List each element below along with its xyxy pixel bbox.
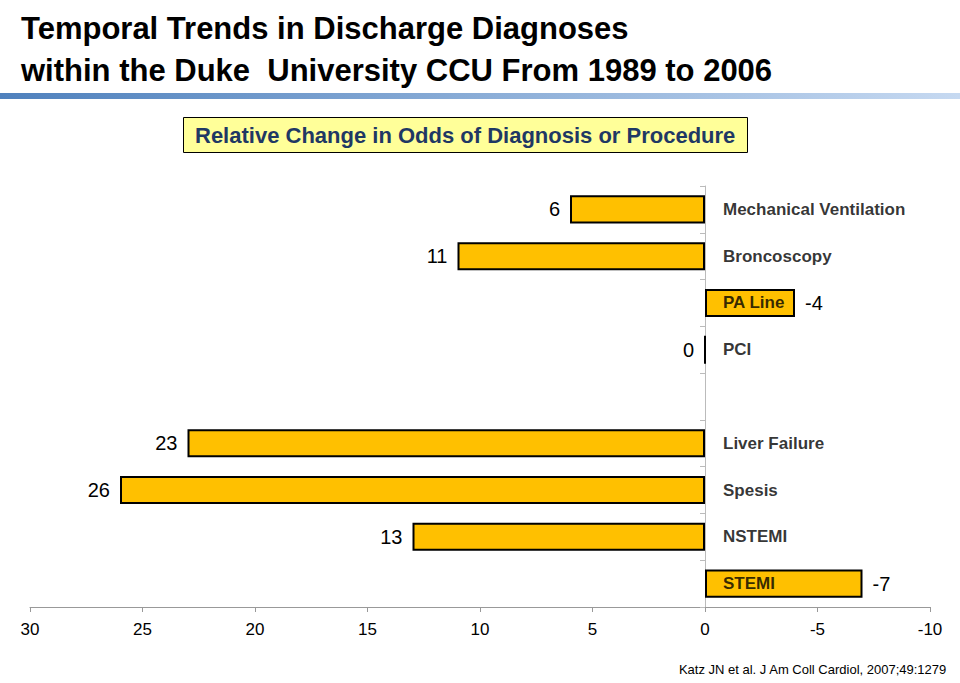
svg-text:10: 10	[471, 620, 490, 639]
svg-text:STEMI: STEMI	[723, 574, 775, 593]
svg-text:NSTEMI: NSTEMI	[723, 527, 787, 546]
svg-text:13: 13	[380, 526, 402, 548]
svg-text:-4: -4	[805, 292, 823, 314]
svg-text:0: 0	[700, 620, 709, 639]
svg-text:15: 15	[358, 620, 377, 639]
svg-text:Relative Change in Odds of Dia: Relative Change in Odds of Diagnosis or …	[195, 123, 735, 148]
svg-text:PA Line: PA Line	[723, 293, 784, 312]
svg-text:Mechanical Ventilation: Mechanical Ventilation	[723, 200, 905, 219]
svg-text:11: 11	[427, 245, 448, 267]
svg-text:Temporal Trends in Discharge D: Temporal Trends in Discharge Diagnoses	[21, 11, 629, 46]
svg-text:Liver Failure: Liver Failure	[723, 434, 824, 453]
svg-text:within the Duke University CC: within the Duke University CCU From 1989…	[20, 53, 772, 88]
svg-text:Spesis: Spesis	[723, 481, 778, 500]
svg-text:6: 6	[549, 198, 560, 220]
svg-text:-7: -7	[873, 573, 891, 595]
svg-text:Katz JN et al. J Am Coll Cardi: Katz JN et al. J Am Coll Cardiol, 2007;4…	[679, 662, 946, 677]
svg-text:0: 0	[683, 339, 694, 361]
svg-text:5: 5	[588, 620, 597, 639]
svg-text:-10: -10	[918, 620, 943, 639]
svg-text:30: 30	[21, 620, 40, 639]
svg-text:23: 23	[155, 432, 177, 454]
svg-text:Broncoscopy: Broncoscopy	[723, 247, 832, 266]
svg-text:PCI: PCI	[723, 340, 751, 359]
svg-text:20: 20	[246, 620, 265, 639]
svg-text:-5: -5	[810, 620, 825, 639]
svg-text:26: 26	[88, 479, 110, 501]
svg-text:25: 25	[133, 620, 152, 639]
